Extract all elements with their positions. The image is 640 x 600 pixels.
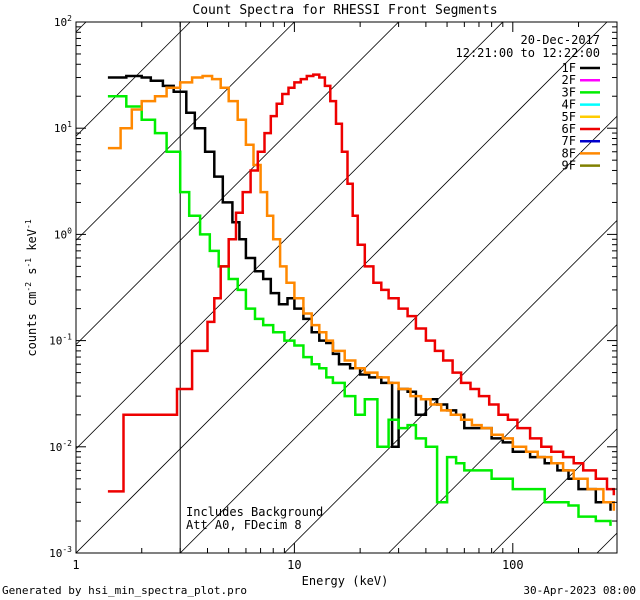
y-tick-label: 10-2 [49, 439, 72, 454]
hatch-line [76, 22, 191, 137]
legend-label-7F: 7F [562, 134, 576, 148]
date-label: 20-Dec-2017 [521, 33, 600, 47]
y-label-part: keV [25, 229, 39, 258]
legend-label-5F: 5F [562, 110, 576, 124]
series-line-8F [107, 74, 616, 511]
legend-label-6F: 6F [562, 122, 576, 136]
legend-label-3F: 3F [562, 85, 576, 99]
y-tick-label: 101 [54, 120, 72, 135]
y-tick-label: 102 [54, 14, 72, 29]
legend-label-1F: 1F [562, 61, 576, 75]
annotation-attenuator: Att A0, FDecim 8 [186, 518, 302, 532]
hatch-line [284, 219, 617, 553]
hatch-line [76, 22, 399, 346]
legend-label-9F: 9F [562, 159, 576, 173]
y-label-part: s [25, 268, 39, 282]
y-tick-label: 10-1 [49, 333, 72, 348]
series-line-6F [107, 73, 616, 496]
y-label-part: counts cm [25, 292, 39, 357]
x-tick-label: 1 [72, 558, 79, 572]
y-label-exp: -1 [24, 219, 33, 229]
hatch-line [76, 22, 608, 553]
y-label-exp: -2 [24, 282, 33, 292]
hatch-line [596, 532, 617, 553]
annotation-background: Includes Background [186, 505, 323, 519]
chart-title: Count Spectra for RHESSI Front Segments [192, 3, 497, 18]
series-line-1F [107, 74, 612, 511]
hatch-line [76, 22, 87, 33]
footer-generated-by: Generated by hsi_min_spectra_plot.pro [2, 584, 247, 597]
x-tick-label: 10 [287, 558, 301, 572]
time-range-label: 12:21:00 to 12:22:00 [456, 46, 601, 60]
plot-frame [75, 21, 618, 554]
hatched-region [76, 22, 617, 553]
hatch-line [76, 22, 295, 241]
y-axis-label: counts cm-2 s-1 keV-1 [24, 219, 39, 356]
legend-label-4F: 4F [562, 98, 576, 112]
y-label-exp: -1 [24, 258, 33, 268]
legend-label-8F: 8F [562, 146, 576, 160]
x-tick-label: 100 [502, 558, 524, 572]
series-line-3F [107, 94, 612, 526]
x-axis-label: Energy (keV) [302, 574, 389, 588]
hatch-line [76, 22, 504, 450]
legend-label-2F: 2F [562, 73, 576, 87]
hatch-line [388, 324, 617, 553]
hatch-line [179, 115, 617, 553]
footer-timestamp: 30-Apr-2023 08:00 [523, 584, 636, 597]
y-tick-label: 10-3 [49, 545, 72, 560]
y-tick-label: 100 [54, 226, 72, 241]
